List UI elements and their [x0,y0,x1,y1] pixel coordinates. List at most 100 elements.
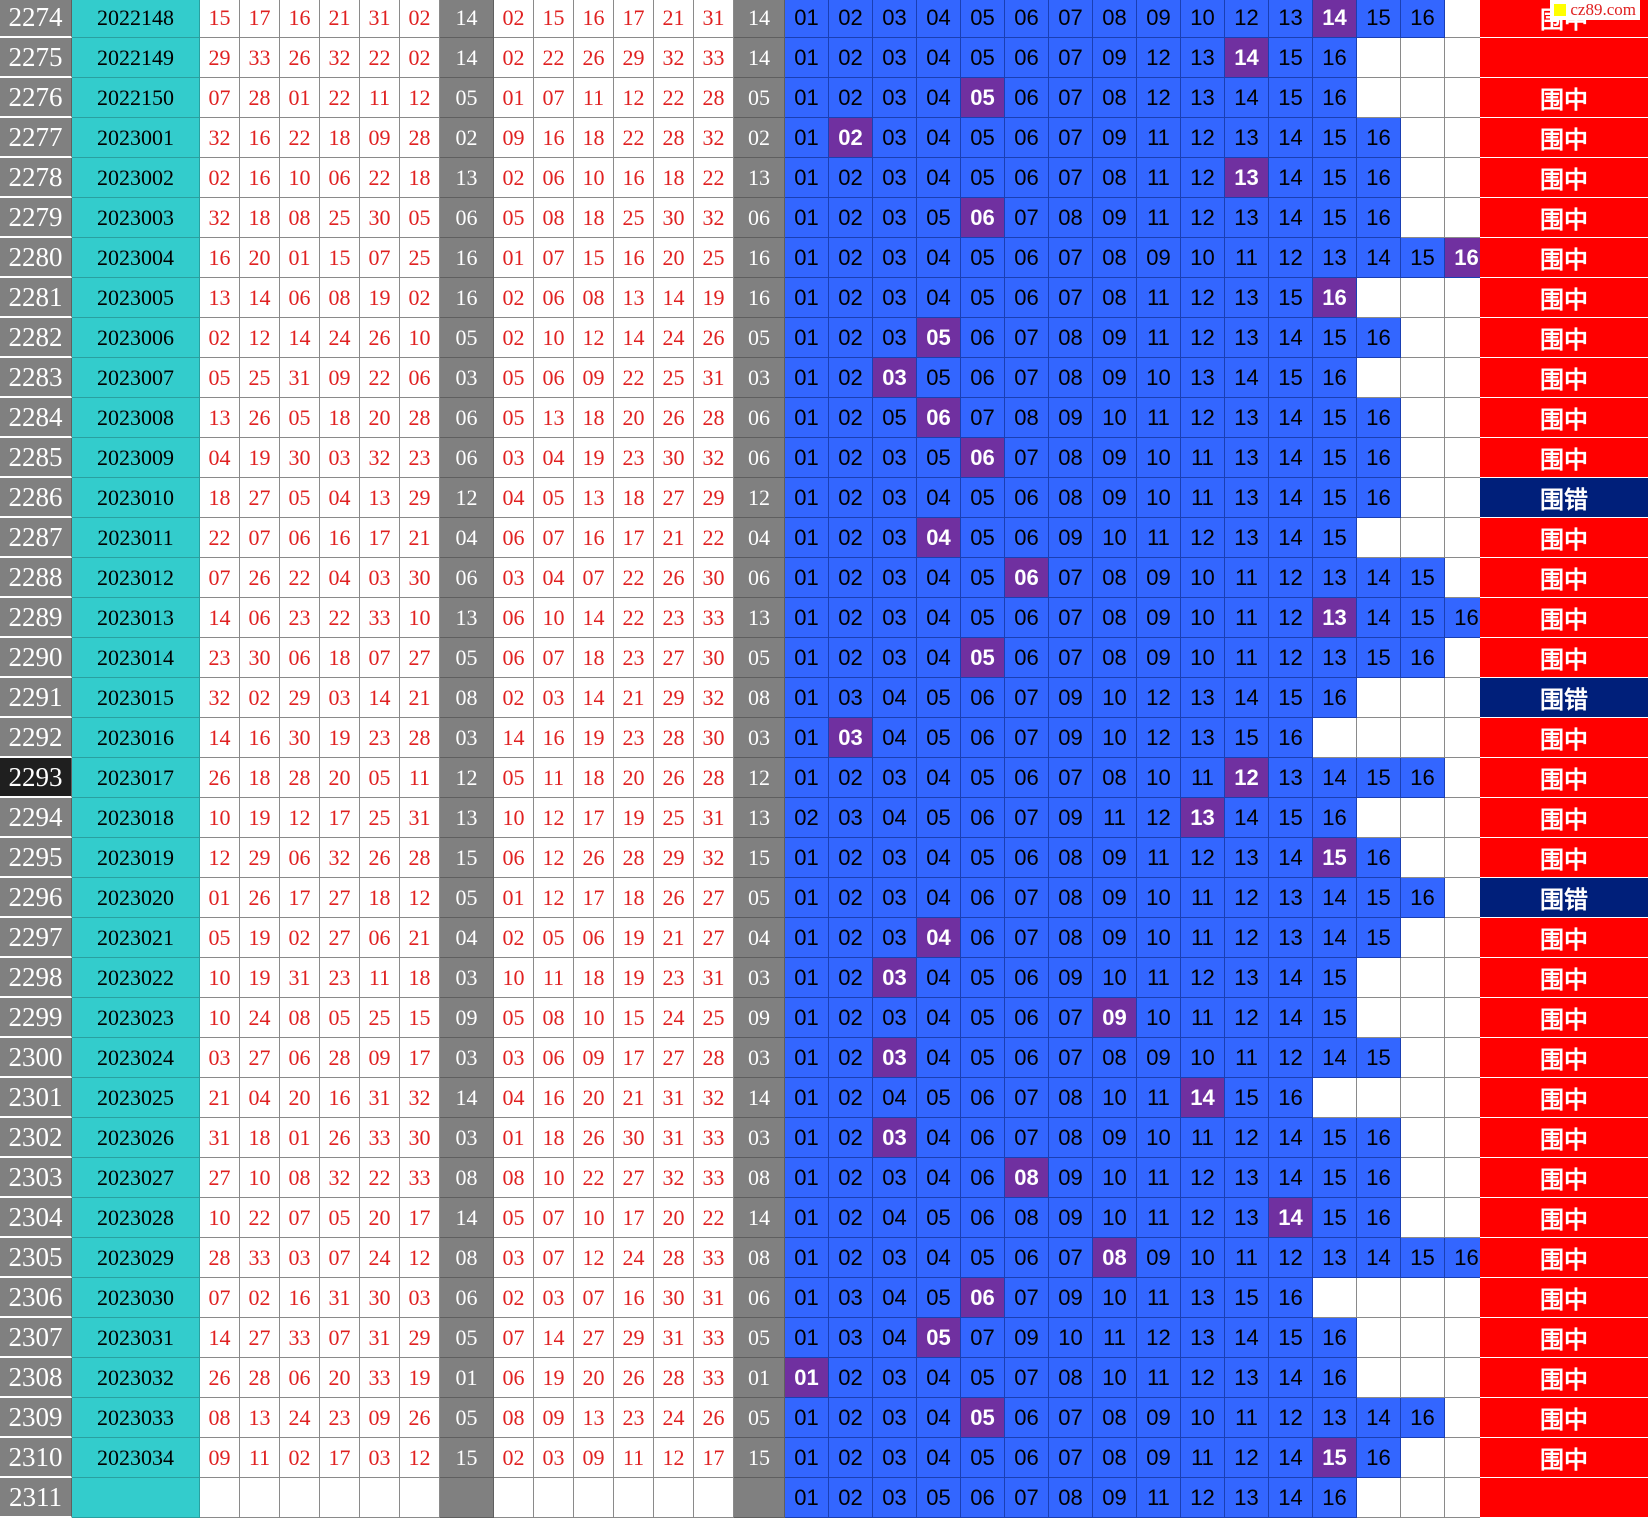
blue-ball-value-repeat: 04 [734,918,785,958]
predicted-number: 09 [1049,718,1093,758]
blue-ball-value-repeat: 03 [734,1118,785,1158]
red-ball-sorted: 14 [574,678,614,718]
red-ball-sorted: 07 [534,1238,574,1278]
red-ball-draw-order: 18 [320,118,360,158]
predicted-number: 12 [1225,998,1269,1038]
predicted-number: 15 [1313,398,1357,438]
predicted-number: 08 [1049,1118,1093,1158]
predicted-number: 13 [1225,1198,1269,1238]
predicted-number: 05 [917,718,961,758]
predicted-number: 14 [1269,118,1313,158]
blue-ball-value-repeat: 03 [734,1038,785,1078]
blue-ball-value: 03 [440,358,494,398]
red-ball-draw-order: 02 [400,0,440,38]
blue-ball-value-repeat: 06 [734,438,785,478]
predicted-number: 07 [1049,118,1093,158]
predicted-number: 15 [1313,1118,1357,1158]
empty-cell [1401,1358,1445,1398]
red-ball-sorted: 20 [614,758,654,798]
red-ball-sorted: 22 [694,1198,734,1238]
red-ball-sorted: 05 [494,1198,534,1238]
red-ball-sorted: 23 [654,598,694,638]
period-number: 2023026 [72,1118,200,1158]
red-ball-draw-order: 29 [400,1318,440,1358]
red-ball-draw-order: 08 [200,1398,240,1438]
predicted-number: 04 [873,1198,917,1238]
red-ball-sorted: 32 [694,1078,734,1118]
period-number: 2023006 [72,318,200,358]
table-row: 2303 2023027 27 10 08 32 22 33 08 08 10 22 27 32 33 08 0… [0,1158,1648,1198]
predicted-number: 07 [1005,1078,1049,1118]
empty-cell [1401,1478,1445,1518]
predicted-number: 03 [873,278,917,318]
predicted-number: 05 [917,358,961,398]
red-ball-sorted: 08 [574,278,614,318]
row-index: 2304 [0,1198,72,1238]
red-ball-sorted: 12 [654,1438,694,1478]
predicted-number: 12 [1181,278,1225,318]
predicted-number: 16 [1313,798,1357,838]
red-ball-sorted [534,1478,574,1518]
predicted-number: 14 [1269,158,1313,198]
predicted-number: 08 [1049,478,1093,518]
predicted-number: 05 [917,1478,961,1518]
predicted-number: 10 [1093,958,1137,998]
predicted-number: 12 [1181,1478,1225,1518]
predicted-number: 12 [1269,1038,1313,1078]
table-row: 2287 2023011 22 07 06 16 17 21 04 06 07 16 17 21 22 04 0… [0,518,1648,558]
predicted-number: 09 [1049,798,1093,838]
predicted-number: 13 [1313,1238,1357,1278]
predicted-number: 02 [829,158,873,198]
red-ball-draw-order: 22 [280,118,320,158]
predicted-number: 08 [1049,318,1093,358]
predicted-number: 12 [1181,1158,1225,1198]
predicted-number: 05 [961,478,1005,518]
predicted-number: 09 [1049,1158,1093,1198]
predicted-number: 04 [873,1318,917,1358]
predicted-number: 12 [1181,838,1225,878]
red-ball-sorted: 33 [694,1358,734,1398]
predicted-number: 01 [785,278,829,318]
blue-ball-value-repeat: 15 [734,838,785,878]
red-ball-sorted: 20 [654,1198,694,1238]
table-row: 2283 2023007 05 25 31 09 22 06 03 05 06 09 22 25 31 03 0… [0,358,1648,398]
predicted-number: 14 [1269,438,1313,478]
empty-cell [1401,1318,1445,1358]
predicted-number: 08 [1093,78,1137,118]
red-ball-sorted: 19 [574,438,614,478]
predicted-number: 14 [1269,958,1313,998]
red-ball-sorted: 29 [614,1318,654,1358]
predicted-number: 08 [1049,1478,1093,1518]
predicted-number: 05 [917,438,961,478]
red-ball-sorted: 13 [574,478,614,518]
predicted-number: 09 [1137,598,1181,638]
red-ball-draw-order: 21 [400,918,440,958]
predicted-number: 09 [1137,638,1181,678]
red-ball-draw-order: 31 [360,1318,400,1358]
predicted-number: 06 [961,1158,1005,1198]
row-index: 2281 [0,278,72,318]
red-ball-sorted: 25 [614,198,654,238]
empty-cell [1357,958,1401,998]
red-ball-draw-order: 23 [200,638,240,678]
red-ball-sorted: 32 [694,438,734,478]
predicted-number: 01 [785,838,829,878]
predicted-number: 05 [917,1198,961,1238]
predicted-number: 06 [1005,598,1049,638]
predicted-number: 01 [785,238,829,278]
predicted-number: 03 [873,1238,917,1278]
predicted-number: 10 [1181,638,1225,678]
predicted-number-hit: 13 [1225,158,1269,198]
red-ball-draw-order: 26 [360,318,400,358]
red-ball-draw-order: 27 [240,1038,280,1078]
blue-ball-value-repeat: 16 [734,278,785,318]
result-badge: 围中 [1480,558,1648,598]
period-number: 2023031 [72,1318,200,1358]
row-index: 2294 [0,798,72,838]
red-ball-sorted: 06 [534,158,574,198]
red-ball-draw-order: 31 [360,1078,400,1118]
table-row: 2281 2023005 13 14 06 08 19 02 16 02 06 08 13 14 19 16 0… [0,278,1648,318]
red-ball-draw-order: 04 [240,1078,280,1118]
red-ball-draw-order: 10 [200,1198,240,1238]
predicted-number-hit: 05 [961,1398,1005,1438]
